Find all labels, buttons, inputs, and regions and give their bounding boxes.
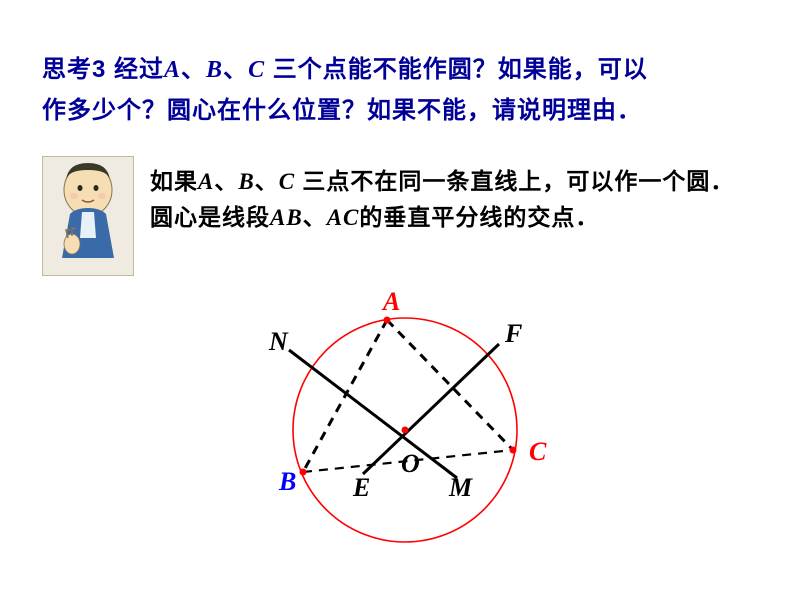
point-C [510,447,517,454]
label-O: O [401,449,420,478]
question-block: 思考3 经过A、B、C 三个点能不能作圆？如果能，可以 作多少个？圆心在什么位置… [42,50,762,132]
label-M: M [448,473,473,502]
label-E: E [352,473,370,502]
label-F: F [504,319,522,348]
point-O-center [402,427,409,434]
label-C: C [529,437,547,466]
question-label: 思考3 [42,56,106,83]
label-N: N [268,327,289,356]
label-A: A [381,287,400,316]
answer-block: 如果A、B、C 三点不在同一条直线上，可以作一个圆． 圆心是线段AB、AC的垂直… [150,164,760,235]
diagram-svg: A B C N F E M O [235,268,575,588]
point-B [300,469,307,476]
answer-line-1: 如果A、B、C 三点不在同一条直线上，可以作一个圆． [150,164,760,200]
question-line-1: 思考3 经过A、B、C 三个点能不能作圆？如果能，可以 [42,50,762,91]
solid-line-NM [289,350,457,478]
answer-line-2: 圆心是线段AB、AC的垂直平分线的交点． [150,200,760,236]
dashed-line-AB [303,320,387,472]
avatar-svg [44,158,132,274]
label-B: B [278,467,296,496]
avatar-illustration [42,156,134,276]
question-line-2: 作多少个？圆心在什么位置？如果不能，请说明理由． [42,91,762,132]
point-A [384,317,391,324]
geometry-diagram: A B C N F E M O [235,268,575,588]
